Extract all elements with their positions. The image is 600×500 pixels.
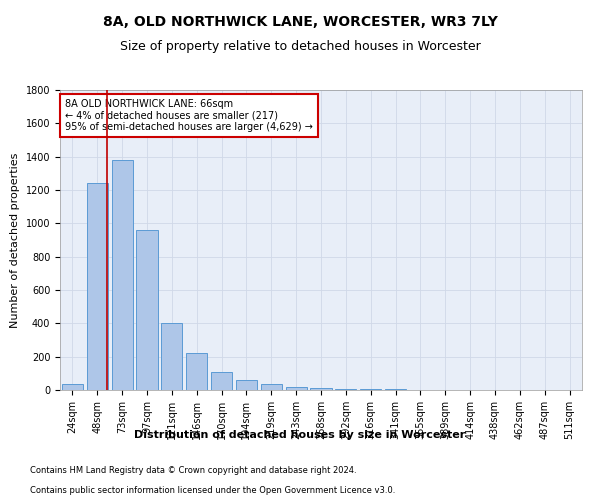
Bar xyxy=(62,384,83,390)
Bar xyxy=(286,387,307,390)
Bar xyxy=(112,160,133,390)
Bar xyxy=(87,184,108,390)
Bar xyxy=(136,230,158,390)
Bar xyxy=(310,388,332,390)
Bar xyxy=(261,384,282,390)
Bar xyxy=(186,352,207,390)
Bar xyxy=(335,388,356,390)
Text: Distribution of detached houses by size in Worcester: Distribution of detached houses by size … xyxy=(134,430,466,440)
Text: Contains HM Land Registry data © Crown copyright and database right 2024.: Contains HM Land Registry data © Crown c… xyxy=(30,466,356,475)
Text: 8A, OLD NORTHWICK LANE, WORCESTER, WR3 7LY: 8A, OLD NORTHWICK LANE, WORCESTER, WR3 7… xyxy=(103,15,497,29)
Text: Contains public sector information licensed under the Open Government Licence v3: Contains public sector information licen… xyxy=(30,486,395,495)
Bar xyxy=(236,380,257,390)
Text: 8A OLD NORTHWICK LANE: 66sqm
← 4% of detached houses are smaller (217)
95% of se: 8A OLD NORTHWICK LANE: 66sqm ← 4% of det… xyxy=(65,99,313,132)
Text: Size of property relative to detached houses in Worcester: Size of property relative to detached ho… xyxy=(119,40,481,53)
Bar xyxy=(360,389,381,390)
Bar xyxy=(161,322,182,390)
Bar xyxy=(211,372,232,390)
Y-axis label: Number of detached properties: Number of detached properties xyxy=(10,152,20,328)
